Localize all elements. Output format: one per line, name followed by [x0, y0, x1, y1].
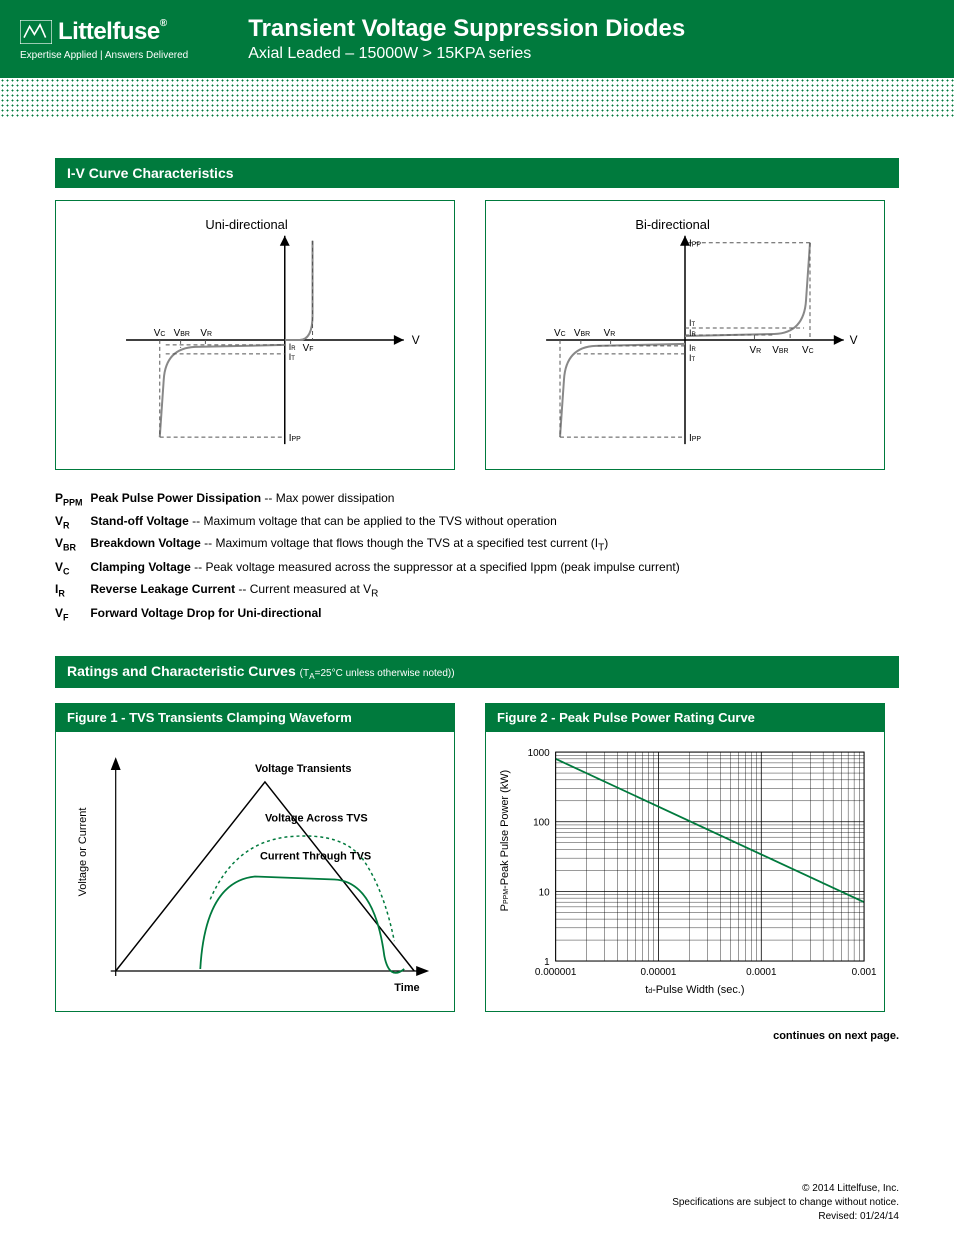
definition-row: VF Forward Voltage Drop for Uni-directio… — [55, 603, 899, 626]
figure1-title: Figure 1 - TVS Transients Clamping Wavef… — [55, 703, 455, 732]
content: I-V Curve Characteristics Uni-directiona… — [0, 118, 954, 1062]
logo-name: Littelfuse® — [58, 18, 167, 46]
page-header: Littelfuse® Expertise Applied | Answers … — [0, 0, 954, 78]
definitions-list: PPPM Peak Pulse Power Dissipation -- Max… — [55, 488, 899, 626]
iv-uni-title: Uni-directional — [205, 217, 287, 232]
ir-bot-label: IR — [689, 343, 696, 353]
vf-label: VF — [303, 343, 314, 354]
fig1-legend1: Voltage Transients — [255, 763, 351, 775]
definition-row: VBR Breakdown Voltage -- Maximum voltage… — [55, 533, 899, 556]
header-titles: Transient Voltage Suppression Diodes Axi… — [248, 15, 685, 63]
fig2-xlabel: td-Pulse Width (sec.) — [645, 983, 744, 995]
page-footer: © 2014 Littelfuse, Inc. Specifications a… — [0, 1062, 954, 1244]
fig1-xlabel: Time — [394, 981, 419, 993]
section-iv-title: I-V Curve Characteristics — [55, 158, 899, 188]
logo-block: Littelfuse® Expertise Applied | Answers … — [20, 18, 188, 61]
figure2-box: PPPM-Peak Pulse Power (kW) td-Pulse Widt… — [485, 732, 885, 1012]
figure1-col: Figure 1 - TVS Transients Clamping Wavef… — [55, 703, 455, 1012]
iv-bi-chart: Bi-directional V — [496, 211, 874, 459]
ir-label: IR — [289, 342, 296, 352]
svg-text:0.000001: 0.000001 — [535, 967, 577, 978]
section-ratings-title: Ratings and Characteristic Curves (TA=25… — [55, 656, 899, 688]
definition-row: VR Stand-off Voltage -- Maximum voltage … — [55, 511, 899, 534]
iv-bi-box: Bi-directional V — [485, 200, 885, 470]
vbr-r-label: VBR — [772, 345, 788, 356]
fig1-ylabel: Voltage or Current — [77, 807, 89, 896]
fig1-legend2: Voltage Across TVS — [265, 812, 368, 824]
footer-revised: Revised: 01/24/14 — [55, 1210, 899, 1224]
definition-row: PPPM Peak Pulse Power Dissipation -- Max… — [55, 488, 899, 511]
figures-row: Figure 1 - TVS Transients Clamping Wavef… — [55, 703, 899, 1012]
continues-note: continues on next page. — [55, 1030, 899, 1042]
iv-uni-box: Uni-directional V VC — [55, 200, 455, 470]
figure2-title: Figure 2 - Peak Pulse Power Rating Curve — [485, 703, 885, 732]
svg-text:100: 100 — [533, 817, 550, 828]
logo-icon — [20, 20, 52, 44]
svg-text:0.001: 0.001 — [852, 967, 877, 978]
vc-label: VC — [154, 328, 166, 339]
iv-bi-title: Bi-directional — [635, 217, 709, 232]
it-label: IT — [289, 352, 295, 362]
vbr-label: VBR — [174, 328, 190, 339]
fig1-legend3: Current Through TVS — [260, 850, 371, 862]
logo-row: Littelfuse® — [20, 18, 188, 46]
iv-uni-chart: Uni-directional V VC — [66, 211, 444, 459]
dotted-band — [0, 78, 954, 118]
svg-text:1: 1 — [544, 957, 550, 968]
definition-row: IR Reverse Leakage Current -- Current me… — [55, 579, 899, 602]
vc-r-label: VC — [802, 345, 814, 356]
footer-notice: Specifications are subject to change wit… — [55, 1196, 899, 1210]
iv-curves-row: Uni-directional V VC — [55, 200, 899, 470]
definition-row: VC Clamping Voltage -- Peak voltage meas… — [55, 557, 899, 580]
footer-copyright: © 2014 Littelfuse, Inc. — [55, 1182, 899, 1196]
sub-title: Axial Leaded – 15000W > 15KPA series — [248, 45, 685, 63]
svg-text:0.00001: 0.00001 — [641, 967, 677, 978]
svg-text:1000: 1000 — [528, 748, 551, 759]
axis-v-label: V — [412, 333, 420, 347]
svg-text:10: 10 — [539, 887, 551, 898]
figure1-chart: Voltage or Current Time Voltage Transien… — [56, 732, 454, 1011]
ipp-label: IPP — [289, 433, 301, 444]
vr-label: VR — [200, 328, 212, 339]
axis-v-label: V — [850, 333, 858, 347]
main-title: Transient Voltage Suppression Diodes — [248, 15, 685, 43]
logo-tagline: Expertise Applied | Answers Delivered — [20, 50, 188, 61]
fig2-ylabel: PPPM-Peak Pulse Power (kW) — [499, 769, 511, 911]
ipp-top-label: IPP — [689, 239, 701, 250]
vc-l-label: VC — [554, 328, 566, 339]
vbr-l-label: VBR — [574, 328, 590, 339]
figure2-chart: PPPM-Peak Pulse Power (kW) td-Pulse Widt… — [486, 732, 884, 1011]
it-bot-label: IT — [689, 353, 695, 363]
vr-l-label: VR — [604, 328, 616, 339]
ir-top-label: IR — [689, 328, 696, 338]
ipp-bot-label: IPP — [689, 433, 701, 444]
it-top-label: IT — [689, 318, 695, 328]
vr-r-label: VR — [749, 345, 761, 356]
figure1-box: Voltage or Current Time Voltage Transien… — [55, 732, 455, 1012]
figure2-col: Figure 2 - Peak Pulse Power Rating Curve… — [485, 703, 885, 1012]
svg-text:0.0001: 0.0001 — [746, 967, 777, 978]
